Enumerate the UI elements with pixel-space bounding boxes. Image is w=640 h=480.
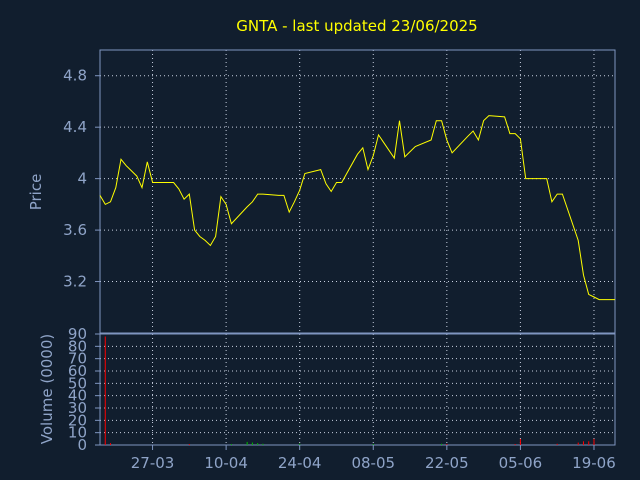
x-axis: 27-03 10-04 24-04 08-05 22-05 05-06 19-06 bbox=[131, 445, 616, 472]
x-tick-label: 19-06 bbox=[572, 454, 616, 472]
x-tick-label: 22-05 bbox=[425, 454, 469, 472]
x-tick-label: 05-06 bbox=[499, 454, 543, 472]
volume-y-tick-label: 50 bbox=[68, 374, 87, 392]
price-panel-frame bbox=[99, 49, 616, 334]
price-y-tick-label: 3.6 bbox=[63, 221, 87, 239]
volume-y-tick-label: 60 bbox=[68, 362, 87, 380]
x-tick-label: 24-04 bbox=[278, 454, 322, 472]
volume-panel-frame bbox=[99, 333, 616, 446]
price-y-axis-label: Price bbox=[27, 174, 45, 211]
volume-y-tick-label: 10 bbox=[68, 424, 87, 442]
price-panel: 3.2 3.6 4 4.4 4.8 Price bbox=[27, 49, 616, 334]
price-y-tick-label: 4.4 bbox=[63, 118, 87, 136]
price-y-tick-label: 4 bbox=[77, 170, 87, 188]
volume-y-axis-label: Volume (0000) bbox=[38, 334, 56, 444]
price-y-axis: 3.2 3.6 4 4.4 4.8 bbox=[63, 67, 100, 291]
price-y-tick-label: 4.8 bbox=[63, 67, 87, 85]
volume-y-tick-label: 80 bbox=[68, 337, 87, 355]
volume-y-tick-label: 20 bbox=[68, 411, 87, 429]
volume-y-tick-label: 40 bbox=[68, 387, 87, 405]
volume-y-tick-label: 30 bbox=[68, 399, 87, 417]
price-line bbox=[99, 115, 615, 301]
price-y-tick-label: 3.2 bbox=[63, 273, 87, 291]
volume-y-tick-label: 90 bbox=[68, 325, 87, 343]
volume-bars bbox=[104, 336, 595, 445]
x-tick-label: 27-03 bbox=[131, 454, 175, 472]
volume-y-tick-label: 0 bbox=[77, 436, 87, 454]
x-tick-label: 08-05 bbox=[351, 454, 395, 472]
volume-grid bbox=[100, 333, 615, 446]
chart-title: GNTA - last updated 23/06/2025 bbox=[236, 17, 477, 35]
volume-y-tick-label: 70 bbox=[68, 350, 87, 368]
x-tick-label: 10-04 bbox=[204, 454, 248, 472]
